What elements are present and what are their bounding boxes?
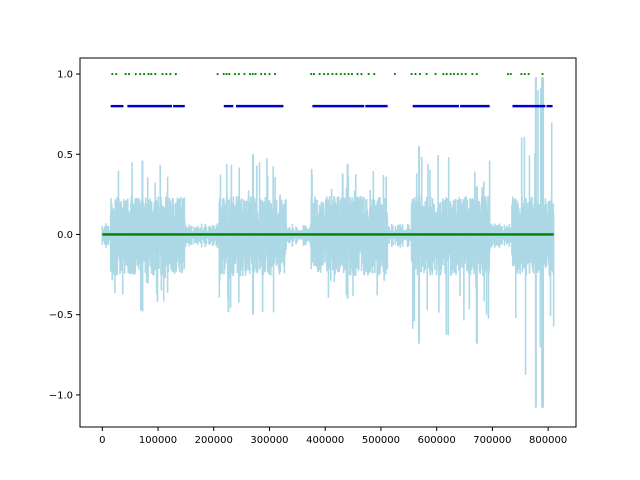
onset-point xyxy=(442,72,445,76)
y-tick-label: −0.5 xyxy=(49,310,73,321)
x-tick-label: 300000 xyxy=(250,435,288,446)
y-tick-label: 0.0 xyxy=(57,230,73,241)
onset-point xyxy=(360,72,363,76)
onset-point xyxy=(322,72,326,76)
x-tick-label: 100000 xyxy=(139,435,177,446)
onset-point xyxy=(331,72,334,76)
onset-point xyxy=(142,72,146,76)
onset-point xyxy=(506,72,510,76)
onset-point xyxy=(115,72,118,76)
onset-point xyxy=(393,72,396,76)
onset-point xyxy=(161,72,164,76)
onset-point xyxy=(343,72,346,76)
x-tick-label: 0 xyxy=(99,435,105,446)
onset-point xyxy=(260,72,263,76)
onset-point xyxy=(475,72,478,76)
onset-point xyxy=(523,72,526,76)
onset-point xyxy=(312,72,316,76)
onset-point xyxy=(254,72,257,76)
onset-point xyxy=(174,72,177,76)
onset-point xyxy=(243,72,246,76)
onset-point xyxy=(410,72,413,76)
onset-point xyxy=(418,72,422,76)
onset-point xyxy=(127,72,131,76)
onset-point xyxy=(520,72,523,76)
onset-point xyxy=(134,72,137,76)
onset-point xyxy=(464,72,467,76)
onset-point xyxy=(124,72,127,76)
onset-point xyxy=(268,72,271,76)
onset-point xyxy=(449,72,452,76)
axes: 0 100000 200000 300000 400000 500000 600000 700… xyxy=(49,57,577,446)
onset-point xyxy=(347,72,350,76)
onset-point xyxy=(233,72,237,76)
onset-point xyxy=(414,72,417,76)
plot-content xyxy=(101,72,555,408)
onset-point xyxy=(356,72,359,76)
x-tick-label: 700000 xyxy=(473,435,511,446)
onset-point xyxy=(541,72,544,76)
x-tick-label: 400000 xyxy=(306,435,344,446)
onset-point xyxy=(216,72,219,76)
onset-point xyxy=(339,72,342,76)
onset-point xyxy=(434,72,437,76)
onset-point xyxy=(326,72,330,76)
onset-point xyxy=(335,72,338,76)
y-tick-label: 1.0 xyxy=(57,70,73,81)
onset-point xyxy=(225,72,228,76)
onset-point xyxy=(248,72,252,76)
onset-point xyxy=(460,72,463,76)
onset-point xyxy=(471,72,474,76)
onset-point xyxy=(456,72,459,76)
onset-point xyxy=(237,72,240,76)
onset-point xyxy=(154,72,157,76)
onset-point xyxy=(150,72,153,76)
onset-point xyxy=(222,72,225,76)
onset-point xyxy=(509,72,512,76)
x-tick-label: 800000 xyxy=(529,435,567,446)
onset-point xyxy=(147,72,150,76)
plot-area xyxy=(101,72,555,408)
onset-point xyxy=(425,72,428,76)
y-tick-label: −1.0 xyxy=(49,390,73,401)
onset-point xyxy=(169,72,172,76)
x-tick-label: 200000 xyxy=(195,435,233,446)
axes-frame xyxy=(79,57,577,428)
onset-point xyxy=(251,72,254,76)
onset-point xyxy=(527,72,530,76)
onset-point xyxy=(445,72,448,76)
onset-point xyxy=(318,72,321,76)
onset-point xyxy=(452,72,456,76)
x-tick-label: 600000 xyxy=(418,435,456,446)
onset-point xyxy=(263,72,267,76)
onset-point xyxy=(373,72,376,76)
x-tick-label: 500000 xyxy=(362,435,400,446)
y-tick-label: 0.5 xyxy=(57,150,73,161)
onset-point xyxy=(273,72,277,76)
onset-point xyxy=(367,72,370,76)
onset-point xyxy=(228,72,231,76)
onset-point xyxy=(111,72,114,76)
onset-point xyxy=(310,72,313,76)
onset-point xyxy=(165,72,168,76)
onset-point xyxy=(350,72,354,76)
onset-point xyxy=(139,72,142,76)
